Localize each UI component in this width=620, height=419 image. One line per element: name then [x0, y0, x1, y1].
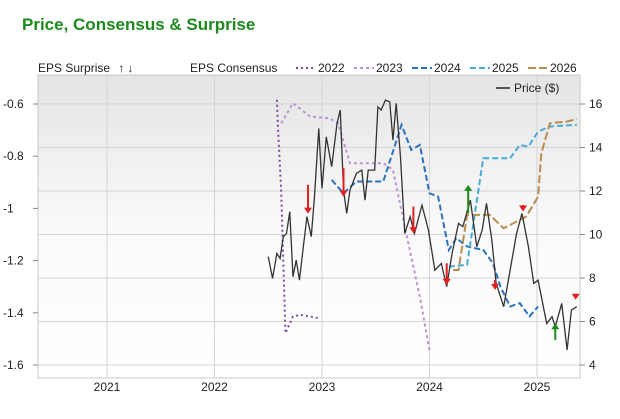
left-tick-label: -1.4 — [3, 306, 24, 320]
legend-up-arrow-icon: ↑ — [118, 61, 124, 75]
right-tick-label: 16 — [589, 97, 603, 111]
right-tick-label: 4 — [589, 358, 596, 372]
legend-label-2023: 2023 — [376, 61, 403, 75]
right-tick-label: 14 — [589, 141, 603, 155]
consensus-line-2024 — [330, 121, 539, 319]
x-tick-label: 2025 — [524, 380, 551, 394]
legend-price: Price ($) — [514, 81, 559, 95]
chart-title: Price, Consensus & Surprise — [22, 15, 256, 34]
surprise-arrow-down-icon — [571, 293, 580, 300]
right-tick-label: 10 — [589, 228, 603, 242]
price-line — [267, 99, 578, 351]
right-tick-label: 8 — [589, 271, 596, 285]
consensus-line-2022 — [275, 99, 321, 334]
surprise-arrow-down-icon — [442, 278, 451, 285]
left-tick-label: -0.6 — [3, 97, 24, 111]
x-tick-label: 2021 — [94, 380, 121, 394]
consensus-line-2023 — [280, 101, 431, 351]
surprise-arrow-up-icon — [551, 323, 560, 330]
legend-label-2022: 2022 — [318, 61, 345, 75]
legend: EPS Surprise EPS Consensus ↑ ↓ 2022 2023 202… — [38, 61, 577, 95]
legend-down-arrow-icon: ↓ — [127, 61, 133, 75]
surprise-arrow-up-icon — [464, 184, 473, 191]
x-tick-label: 2023 — [309, 380, 336, 394]
legend-label-2024: 2024 — [434, 61, 461, 75]
consensus-line-2025 — [448, 123, 577, 268]
surprise-arrow-down-icon — [409, 227, 418, 234]
right-tick-label: 12 — [589, 184, 603, 198]
legend-eps-surprise: EPS Surprise — [38, 61, 110, 75]
surprise-arrow-down-icon — [519, 205, 528, 212]
x-tick-label: 2024 — [416, 380, 443, 394]
legend-label-2026: 2026 — [550, 61, 577, 75]
surprise-arrow-down-icon — [339, 190, 348, 197]
legend-label-2025: 2025 — [492, 61, 519, 75]
left-tick-label: -0.8 — [3, 149, 24, 163]
right-tick-label: 6 — [589, 315, 596, 329]
legend-eps-consensus: EPS Consensus — [190, 61, 277, 75]
left-tick-label: -1.2 — [3, 254, 24, 268]
x-tick-label: 2022 — [201, 380, 228, 394]
left-tick-label: -1.6 — [3, 358, 24, 372]
left-tick-label: -1 — [3, 201, 14, 215]
surprise-arrow-down-icon — [491, 283, 500, 290]
surprise-arrow-down-icon — [304, 207, 313, 214]
